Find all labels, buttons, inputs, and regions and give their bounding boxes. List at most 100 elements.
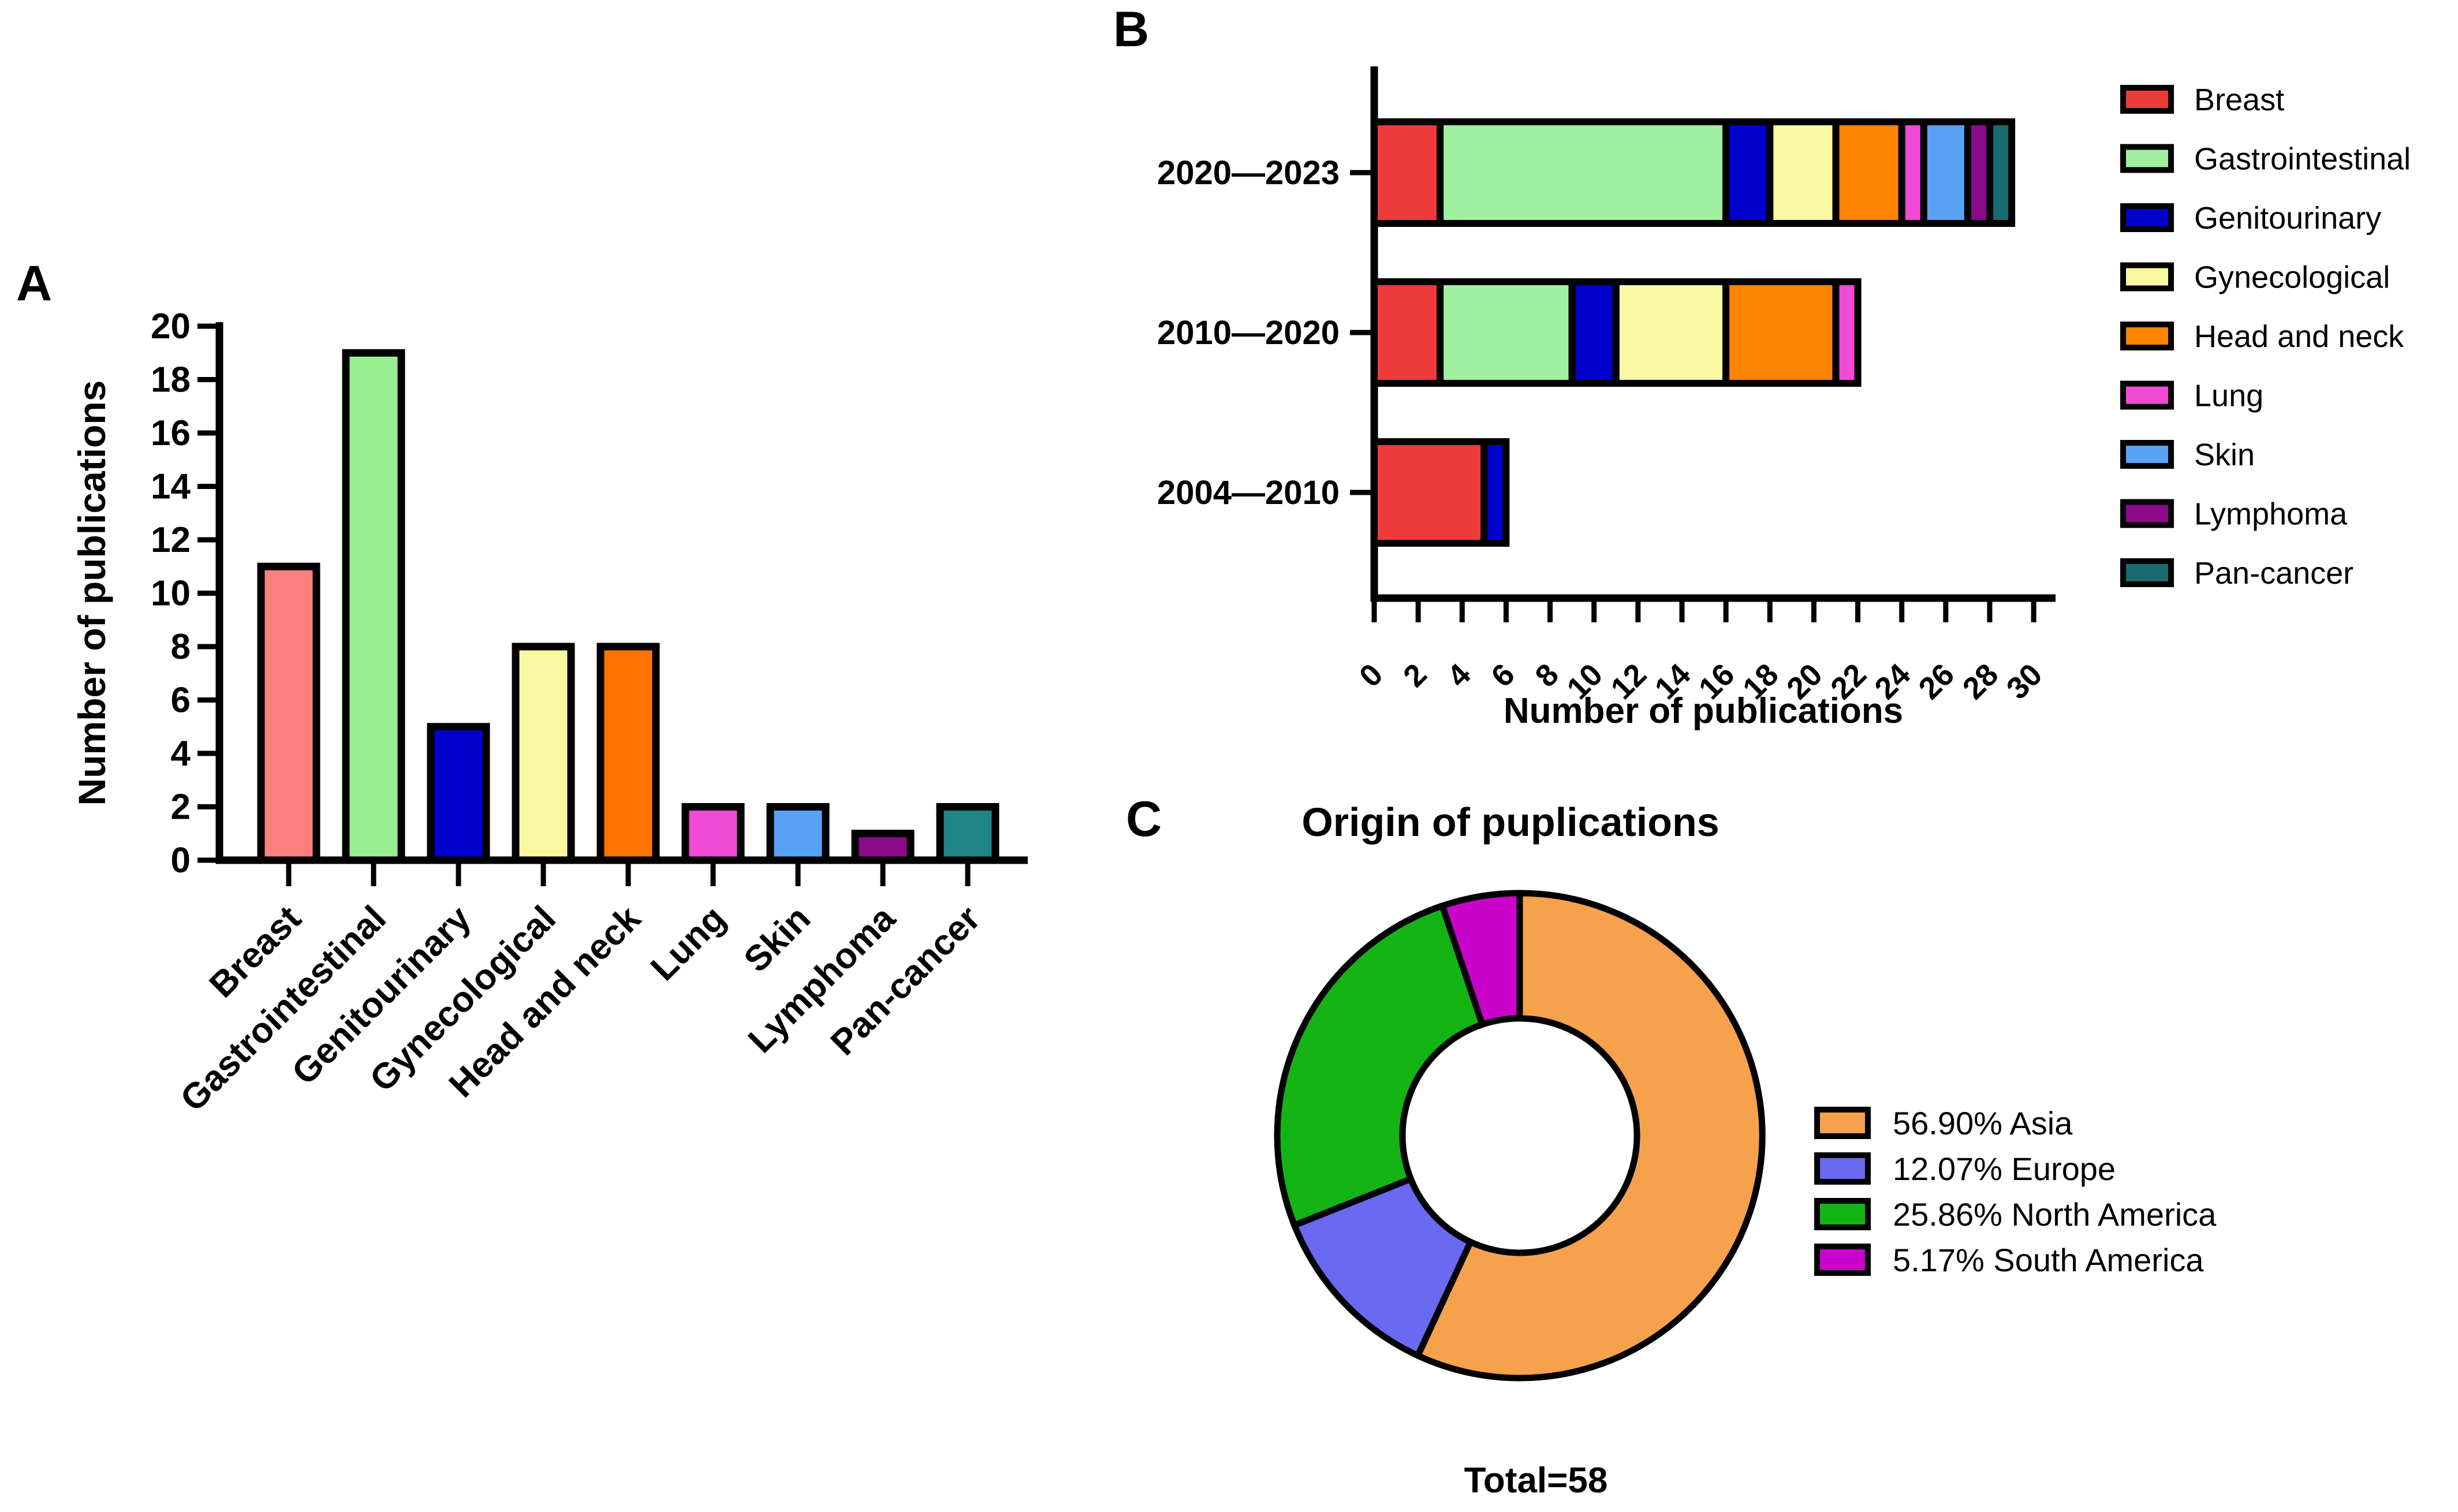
c-slice-asia bbox=[1413, 890, 1766, 1382]
b-legend-swatch-lung bbox=[2120, 380, 2174, 410]
b-segment-2020-2023-breast bbox=[1371, 118, 1444, 227]
a-y-tick-label: 10 bbox=[151, 574, 191, 614]
b-legend-label-gastrointestinal: Gastrointestinal bbox=[2194, 142, 2411, 177]
b-x-tick-label: 30 bbox=[2000, 657, 2049, 706]
b-segment-2020-2023-lymphoma bbox=[1964, 118, 1993, 227]
a-y-tick-label: 6 bbox=[171, 681, 191, 720]
c-slice-europe bbox=[1290, 1174, 1475, 1360]
b-legend-swatch-genitourinary bbox=[2120, 203, 2174, 232]
a-y-tick-label: 14 bbox=[151, 467, 191, 507]
b-segment-2010-2020-genitourinary bbox=[1568, 278, 1620, 387]
c-legend-swatch-europe bbox=[1814, 1152, 1871, 1185]
a-x-ticks bbox=[286, 860, 971, 886]
b-segment-2020-2023-skin bbox=[1920, 118, 1971, 227]
b-legend-label-pan-cancer: Pan-cancer bbox=[2194, 556, 2353, 591]
c-legend-swatch-asia bbox=[1814, 1107, 1871, 1139]
c-legend-label-north-america: 25.86% North America bbox=[1893, 1196, 2217, 1233]
a-bar-genitourinary bbox=[427, 723, 490, 864]
b-x-axis-title: Number of publications bbox=[1504, 691, 1903, 731]
b-legend-swatch-gynecological bbox=[2120, 262, 2174, 292]
c-legend: 56.90% Asia 12.07% Europe 25.86% North Ame… bbox=[1814, 1105, 2217, 1278]
c-slice-north-america bbox=[1274, 902, 1487, 1230]
b-y-tick-label-2010-2020: 2010—2020 bbox=[1157, 314, 1340, 352]
c-donut-chart bbox=[1274, 890, 1766, 1382]
a-y-tick-label: 18 bbox=[151, 360, 191, 400]
a-bar-pan-cancer bbox=[936, 803, 999, 864]
a-y-tick-label: 12 bbox=[151, 520, 191, 560]
a-y-tick-label: 4 bbox=[171, 734, 191, 774]
panel-a: A Number of publications 0 2 4 6 8 10 12 14 16 18… bbox=[16, 256, 1028, 1119]
panel-c-label: C bbox=[1126, 792, 1162, 847]
b-legend-label-head-and-neck: Head and neck bbox=[2194, 319, 2404, 354]
b-x-tick-label: 2 bbox=[1397, 657, 1434, 694]
b-legend-label-skin: Skin bbox=[2194, 438, 2255, 472]
b-x-tick-label: 8 bbox=[1528, 657, 1565, 694]
b-legend-label-lymphoma: Lymphoma bbox=[2194, 497, 2348, 532]
a-x-tick-label-lung: Lung bbox=[643, 898, 733, 988]
a-bar-lymphoma bbox=[851, 830, 915, 864]
b-x-tick-label: 6 bbox=[1485, 657, 1521, 694]
a-y-tick-label: 2 bbox=[171, 787, 191, 827]
b-legend: Breast Gastrointestinal Genitourinary Gynec… bbox=[2120, 83, 2411, 591]
a-bars bbox=[257, 349, 999, 864]
b-x-ticks bbox=[1371, 598, 2036, 622]
b-y-tick-label-2020-2023: 2020—2023 bbox=[1157, 154, 1340, 192]
b-segment-2010-2020-breast bbox=[1371, 278, 1444, 387]
b-segment-2010-2020-gastrointestinal bbox=[1437, 278, 1576, 387]
c-slice-south-america bbox=[1438, 890, 1523, 1029]
a-bar-skin bbox=[766, 803, 830, 864]
b-x-tick-label: 28 bbox=[1956, 657, 2005, 706]
a-x-tick-labels: BreastGastrointestinalGenitourinaryGynec… bbox=[173, 898, 988, 1119]
b-y-tick-labels: 2020—2023 2010—2020 2004—2010 bbox=[1157, 154, 1340, 512]
panel-b-label: B bbox=[1113, 2, 1149, 57]
a-bar-gastrointestinal bbox=[342, 349, 405, 864]
b-x-tick-label: 4 bbox=[1441, 657, 1478, 694]
a-bar-head-and-neck bbox=[596, 643, 660, 864]
b-legend-label-breast: Breast bbox=[2194, 83, 2284, 117]
panel-a-label: A bbox=[16, 256, 52, 311]
a-bar-breast bbox=[257, 562, 320, 864]
a-y-tick-label: 16 bbox=[151, 413, 191, 453]
c-chart-title: Origin of puplications bbox=[1301, 800, 1719, 845]
c-legend-swatch-south-america bbox=[1814, 1244, 1871, 1276]
a-y-tick-labels: 0 2 4 6 8 10 12 14 16 18 20 bbox=[151, 307, 191, 880]
b-legend-swatch-breast bbox=[2120, 85, 2174, 114]
a-y-tick-label: 20 bbox=[151, 307, 191, 346]
b-segment-2020-2023-gynecological bbox=[1766, 118, 1840, 227]
a-y-tick-label: 8 bbox=[171, 627, 191, 667]
b-legend-swatch-lymphoma bbox=[2120, 499, 2174, 528]
b-legend-swatch-head-and-neck bbox=[2120, 322, 2174, 350]
b-segment-2010-2020-head-and-neck bbox=[1722, 278, 1840, 387]
b-segment-2020-2023-head-and-neck bbox=[1832, 118, 1905, 227]
b-legend-label-lung: Lung bbox=[2194, 379, 2263, 413]
b-segment-2010-2020-gynecological bbox=[1612, 278, 1730, 387]
b-segment-2020-2023-genitourinary bbox=[1722, 118, 1774, 227]
b-segment-2020-2023-gastrointestinal bbox=[1437, 118, 1730, 227]
a-bar-lung bbox=[681, 803, 745, 864]
b-legend-label-genitourinary: Genitourinary bbox=[2194, 201, 2381, 236]
b-y-ticks bbox=[1350, 170, 1374, 495]
b-legend-swatch-pan-cancer bbox=[2120, 558, 2174, 587]
a-y-tick-label: 0 bbox=[171, 841, 191, 880]
b-x-tick-label: 0 bbox=[1353, 657, 1390, 694]
b-segment-2004-2010-genitourinary bbox=[1480, 438, 1510, 547]
b-legend-swatch-gastrointestinal bbox=[2120, 144, 2174, 173]
b-legend-swatch-skin bbox=[2120, 440, 2174, 469]
b-segment-2010-2020-lung bbox=[1832, 278, 1862, 387]
c-legend-label-asia: 56.90% Asia bbox=[1893, 1105, 2073, 1141]
a-y-ticks bbox=[197, 323, 219, 863]
b-x-tick-label: 26 bbox=[1912, 657, 1961, 706]
c-legend-swatch-north-america bbox=[1814, 1198, 1871, 1230]
b-y-tick-label-2004-2010: 2004—2010 bbox=[1157, 474, 1340, 512]
b-bars bbox=[1371, 118, 2016, 547]
b-legend-label-gynecological: Gynecological bbox=[2194, 260, 2390, 295]
a-bar-gynecological bbox=[512, 643, 575, 864]
c-legend-label-south-america: 5.17% South America bbox=[1893, 1242, 2204, 1278]
panel-c: C Origin of puplications 56.90% Asia 12.0… bbox=[1126, 792, 2217, 1500]
b-segment-2020-2023-pan-cancer bbox=[1986, 118, 2016, 227]
c-legend-label-europe: 12.07% Europe bbox=[1893, 1151, 2116, 1187]
c-total-label: Total=58 bbox=[1464, 1461, 1608, 1500]
b-segment-2004-2010-breast bbox=[1371, 438, 1488, 547]
